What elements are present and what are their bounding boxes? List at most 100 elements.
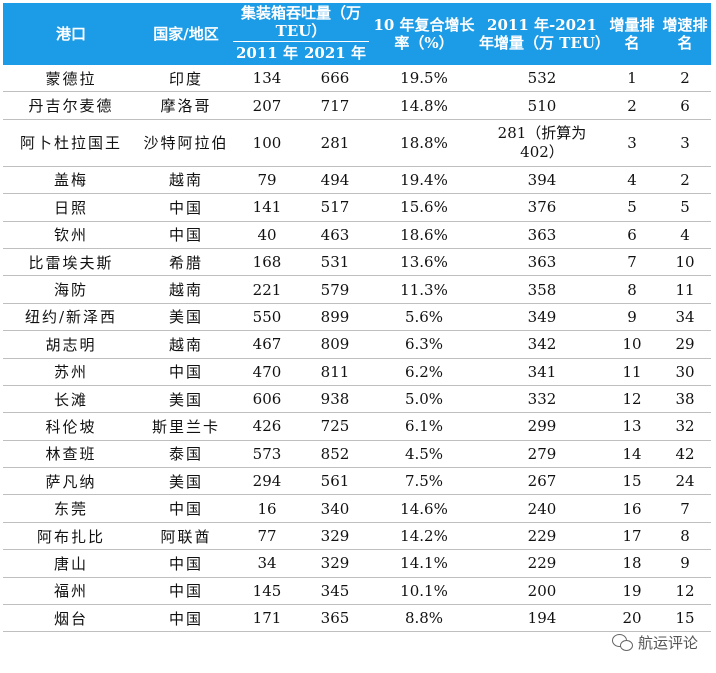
header-throughput-group: 集装箱吞吐量（万 TEU） bbox=[233, 3, 369, 42]
watermark: 航运评论 bbox=[611, 632, 698, 653]
cell-growth-rank: 9 bbox=[659, 549, 711, 578]
table-body: 蒙德拉 印度 134 666 19.5% 532 1 2 丹吉尔麦德 摩洛哥 207 717 14.8%… bbox=[3, 63, 711, 633]
cell-2021: 517 bbox=[301, 193, 369, 222]
cell-port: 丹吉尔麦德 bbox=[3, 91, 139, 120]
cell-2011: 16 bbox=[233, 494, 301, 523]
cell-2011: 426 bbox=[233, 412, 301, 441]
cell-2021: 345 bbox=[301, 577, 369, 606]
cell-increase: 279 bbox=[479, 440, 605, 469]
cell-increase: 532 bbox=[479, 63, 605, 93]
cell-country: 越南 bbox=[139, 275, 233, 304]
cell-increase: 342 bbox=[479, 330, 605, 359]
cell-growth-rank: 42 bbox=[659, 440, 711, 469]
cell-2021: 329 bbox=[301, 522, 369, 551]
cell-port: 胡志明 bbox=[3, 330, 139, 359]
cell-country: 中国 bbox=[139, 604, 233, 633]
cell-2021: 365 bbox=[301, 604, 369, 633]
cell-cagr: 6.1% bbox=[369, 412, 479, 441]
cell-cagr: 14.8% bbox=[369, 91, 479, 120]
cell-2021: 329 bbox=[301, 549, 369, 578]
cell-country: 中国 bbox=[139, 193, 233, 222]
cell-port: 钦州 bbox=[3, 221, 139, 249]
table-row: 蒙德拉 印度 134 666 19.5% 532 1 2 bbox=[3, 63, 711, 93]
table-row: 林查班 泰国 573 852 4.5% 279 14 42 bbox=[3, 440, 711, 469]
cell-port: 纽约/新泽西 bbox=[3, 303, 139, 332]
cell-2011: 294 bbox=[233, 467, 301, 496]
cell-country: 中国 bbox=[139, 549, 233, 578]
cell-2011: 573 bbox=[233, 440, 301, 469]
table-row: 阿布扎比 阿联酋 77 329 14.2% 229 17 8 bbox=[3, 522, 711, 551]
cell-increase-rank: 12 bbox=[605, 385, 659, 414]
header-increase-rank: 增量排名 bbox=[605, 3, 659, 65]
cell-increase-rank: 5 bbox=[605, 193, 659, 222]
port-throughput-table: 港口 国家/地区 集装箱吞吐量（万 TEU） 10 年复合增长率（%） 2011… bbox=[3, 3, 711, 633]
cell-2011: 79 bbox=[233, 166, 301, 195]
cell-cagr: 14.1% bbox=[369, 549, 479, 578]
header-year-2011: 2011 年 bbox=[233, 41, 301, 65]
cell-cagr: 5.6% bbox=[369, 303, 479, 332]
table-row: 苏州 中国 470 811 6.2% 341 11 30 bbox=[3, 358, 711, 386]
cell-cagr: 13.6% bbox=[369, 248, 479, 277]
cell-2021: 717 bbox=[301, 91, 369, 120]
cell-2021: 899 bbox=[301, 303, 369, 332]
table-row: 丹吉尔麦德 摩洛哥 207 717 14.8% 510 2 6 bbox=[3, 91, 711, 120]
table-row: 日照 中国 141 517 15.6% 376 5 5 bbox=[3, 193, 711, 222]
table-row: 海防 越南 221 579 11.3% 358 8 11 bbox=[3, 275, 711, 304]
cell-port: 东莞 bbox=[3, 494, 139, 523]
cell-growth-rank: 3 bbox=[659, 119, 711, 167]
cell-2011: 606 bbox=[233, 385, 301, 414]
cell-cagr: 6.2% bbox=[369, 358, 479, 386]
cell-port: 福州 bbox=[3, 577, 139, 606]
cell-increase-rank: 3 bbox=[605, 119, 659, 167]
cell-2021: 811 bbox=[301, 358, 369, 386]
cell-increase: 363 bbox=[479, 221, 605, 249]
table-row: 比雷埃夫斯 希腊 168 531 13.6% 363 7 10 bbox=[3, 248, 711, 277]
cell-increase-rank: 18 bbox=[605, 549, 659, 578]
cell-cagr: 15.6% bbox=[369, 193, 479, 222]
cell-cagr: 19.4% bbox=[369, 166, 479, 195]
cell-port: 唐山 bbox=[3, 549, 139, 578]
cell-growth-rank: 29 bbox=[659, 330, 711, 359]
cell-2011: 207 bbox=[233, 91, 301, 120]
cell-growth-rank: 38 bbox=[659, 385, 711, 414]
cell-increase: 341 bbox=[479, 358, 605, 386]
cell-2011: 221 bbox=[233, 275, 301, 304]
cell-cagr: 14.2% bbox=[369, 522, 479, 551]
cell-2011: 100 bbox=[233, 119, 301, 167]
cell-increase: 358 bbox=[479, 275, 605, 304]
cell-port: 蒙德拉 bbox=[3, 63, 139, 93]
cell-increase: 229 bbox=[479, 549, 605, 578]
cell-country: 沙特阿拉伯 bbox=[139, 119, 233, 167]
cell-2021: 531 bbox=[301, 248, 369, 277]
table-row: 福州 中国 145 345 10.1% 200 19 12 bbox=[3, 577, 711, 606]
cell-increase: 194 bbox=[479, 604, 605, 633]
cell-2011: 145 bbox=[233, 577, 301, 606]
cell-cagr: 5.0% bbox=[369, 385, 479, 414]
cell-port: 苏州 bbox=[3, 358, 139, 386]
cell-increase: 267 bbox=[479, 467, 605, 496]
cell-increase: 200 bbox=[479, 577, 605, 606]
wechat-icon bbox=[611, 633, 634, 652]
cell-port: 长滩 bbox=[3, 385, 139, 414]
cell-increase-rank: 19 bbox=[605, 577, 659, 606]
cell-growth-rank: 30 bbox=[659, 358, 711, 386]
cell-2021: 463 bbox=[301, 221, 369, 249]
cell-increase-rank: 16 bbox=[605, 494, 659, 523]
cell-increase-rank: 1 bbox=[605, 63, 659, 93]
cell-cagr: 18.8% bbox=[369, 119, 479, 167]
watermark-text: 航运评论 bbox=[637, 634, 698, 652]
cell-increase: 510 bbox=[479, 91, 605, 120]
cell-increase: 281（折算为402） bbox=[479, 119, 605, 167]
table-row: 科伦坡 斯里兰卡 426 725 6.1% 299 13 32 bbox=[3, 412, 711, 441]
cell-country: 阿联酋 bbox=[139, 522, 233, 551]
cell-increase-rank: 7 bbox=[605, 248, 659, 277]
cell-increase: 349 bbox=[479, 303, 605, 332]
cell-port: 海防 bbox=[3, 275, 139, 304]
cell-port: 阿布扎比 bbox=[3, 522, 139, 551]
cell-2021: 561 bbox=[301, 467, 369, 496]
cell-2021: 340 bbox=[301, 494, 369, 523]
cell-2021: 852 bbox=[301, 440, 369, 469]
cell-2011: 34 bbox=[233, 549, 301, 578]
cell-country: 中国 bbox=[139, 577, 233, 606]
cell-cagr: 8.8% bbox=[369, 604, 479, 633]
